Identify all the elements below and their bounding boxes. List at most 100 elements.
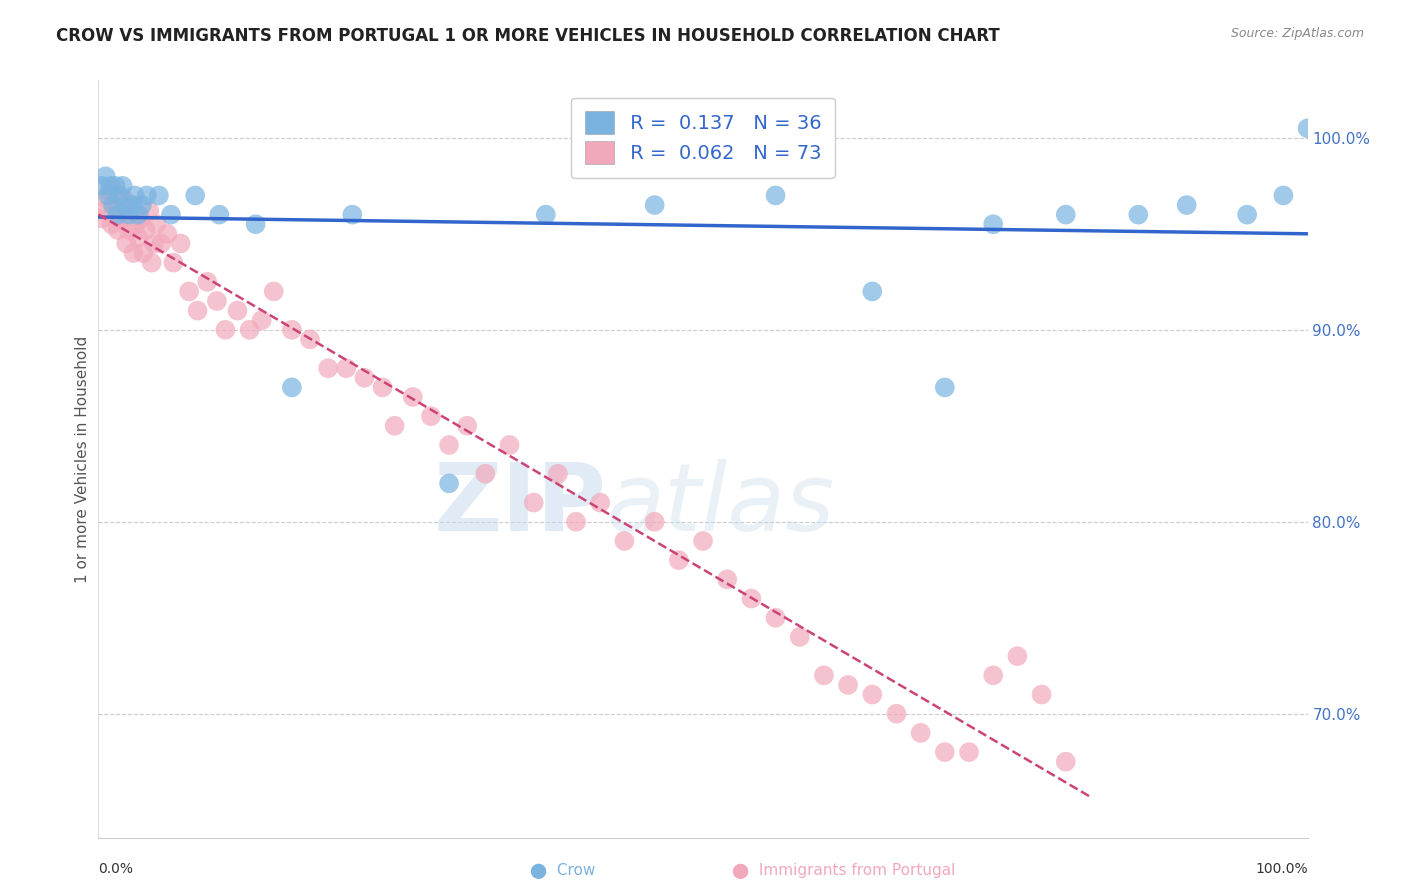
Point — [498, 438, 520, 452]
Point — [205, 293, 228, 308]
Point — [245, 217, 267, 231]
Point — [384, 418, 406, 433]
Point — [121, 198, 143, 212]
Point — [250, 313, 273, 327]
Point — [239, 323, 262, 337]
Point — [589, 495, 612, 509]
Point — [97, 188, 120, 202]
Text: ZIP: ZIP — [433, 458, 606, 551]
Point — [195, 275, 218, 289]
Point — [107, 208, 129, 222]
Text: CROW VS IMMIGRANTS FROM PORTUGAL 1 OR MORE VEHICLES IN HOUSEHOLD CORRELATION CHA: CROW VS IMMIGRANTS FROM PORTUGAL 1 OR MO… — [56, 27, 1000, 45]
Y-axis label: 1 or more Vehicles in Household: 1 or more Vehicles in Household — [75, 335, 90, 583]
Point — [437, 438, 460, 452]
Point — [335, 361, 357, 376]
Legend:  R =  0.137   N = 36,  R =  0.062   N = 73: R = 0.137 N = 36, R = 0.062 N = 73 — [571, 97, 835, 178]
Point — [316, 361, 339, 376]
Point — [523, 495, 546, 509]
Point — [91, 178, 114, 193]
Point — [145, 217, 167, 231]
Point — [860, 285, 883, 299]
Point — [1272, 188, 1295, 202]
Point — [420, 409, 443, 424]
Point — [910, 726, 932, 740]
Point — [135, 188, 157, 202]
Point — [118, 208, 141, 222]
Point — [860, 688, 883, 702]
Point — [148, 188, 170, 202]
Point — [105, 188, 128, 202]
Point — [1031, 688, 1053, 702]
Point — [150, 236, 173, 251]
Text: ⬤  Immigrants from Portugal: ⬤ Immigrants from Portugal — [733, 863, 955, 879]
Point — [342, 208, 364, 222]
Point — [120, 198, 142, 212]
Text: 0.0%: 0.0% — [98, 862, 134, 876]
Point — [474, 467, 496, 481]
Point — [1128, 208, 1150, 222]
Point — [115, 236, 138, 251]
Point — [1236, 208, 1258, 222]
Point — [789, 630, 811, 644]
Point — [108, 188, 131, 202]
Point — [437, 476, 460, 491]
Point — [104, 178, 127, 193]
Point — [98, 185, 121, 199]
Point — [1007, 649, 1029, 664]
Point — [281, 323, 304, 337]
Point — [135, 223, 157, 237]
Point — [111, 178, 134, 193]
Point — [208, 208, 231, 222]
Point — [716, 572, 738, 586]
Point — [179, 285, 201, 299]
Point — [131, 198, 153, 212]
Point — [184, 188, 207, 202]
Point — [101, 198, 124, 212]
Point — [981, 668, 1004, 682]
Point — [156, 227, 179, 241]
Point — [1175, 198, 1198, 212]
Point — [371, 380, 394, 394]
Point — [263, 285, 285, 299]
Point — [107, 223, 129, 237]
Point — [93, 203, 115, 218]
Text: Source: ZipAtlas.com: Source: ZipAtlas.com — [1230, 27, 1364, 40]
Point — [281, 380, 304, 394]
Point — [127, 208, 149, 222]
Point — [108, 211, 131, 226]
Point — [118, 223, 141, 237]
Point — [124, 188, 146, 202]
Point — [644, 515, 666, 529]
Point — [138, 203, 160, 218]
Text: 100.0%: 100.0% — [1256, 862, 1308, 876]
Point — [103, 198, 125, 212]
Point — [644, 198, 666, 212]
Point — [162, 255, 184, 269]
Point — [1054, 755, 1077, 769]
Point — [122, 246, 145, 260]
Point — [692, 533, 714, 548]
Point — [226, 303, 249, 318]
Point — [110, 203, 132, 218]
Point — [160, 208, 183, 222]
Point — [668, 553, 690, 567]
Point — [100, 217, 122, 231]
Point — [765, 188, 787, 202]
Point — [100, 178, 122, 193]
Point — [169, 236, 191, 251]
Point — [96, 192, 118, 206]
Point — [353, 371, 375, 385]
Text: ⬤  Crow: ⬤ Crow — [530, 863, 595, 879]
Point — [91, 211, 114, 226]
Point — [957, 745, 980, 759]
Point — [114, 198, 136, 212]
Point — [94, 169, 117, 184]
Point — [456, 418, 478, 433]
Point — [129, 211, 152, 226]
Point — [837, 678, 859, 692]
Point — [534, 208, 557, 222]
Point — [299, 333, 322, 347]
Point — [1296, 121, 1319, 136]
Point — [132, 246, 155, 260]
Point — [813, 668, 835, 682]
